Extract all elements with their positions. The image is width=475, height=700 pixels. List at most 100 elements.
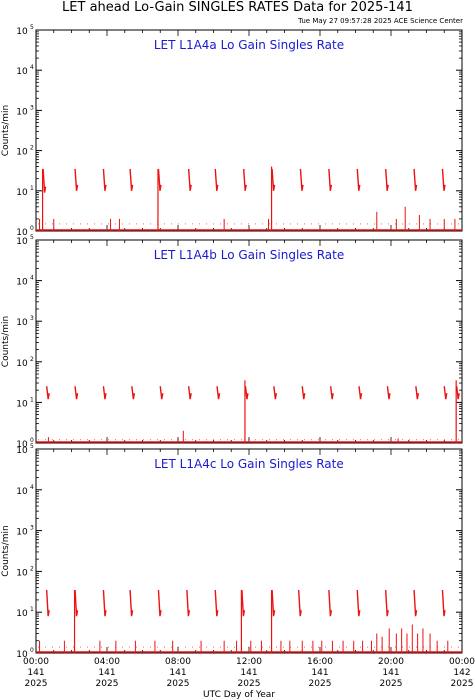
y-axis-label: Counts/min xyxy=(1,525,11,576)
x-tick-label-time: 08:00 xyxy=(165,657,191,667)
data-burst xyxy=(74,589,79,617)
y-tick-label: 10 xyxy=(16,487,28,497)
y-tick-label: 10 xyxy=(16,399,28,409)
y-tick-label: 10 xyxy=(16,568,28,578)
data-burst xyxy=(187,168,192,191)
y-tick-label: 10 xyxy=(16,609,28,619)
y-tick-label: 10 xyxy=(16,650,28,660)
x-tick-label-doy: 141 xyxy=(98,668,115,678)
data-burst xyxy=(358,386,363,400)
x-tick-label-doy: 141 xyxy=(169,668,186,678)
panel-frame xyxy=(35,448,463,654)
x-tick-label-doy: 141 xyxy=(27,668,44,678)
y-tick-label: 10 xyxy=(16,188,28,198)
y-tick-exponent: 2 xyxy=(30,356,34,363)
y-tick-exponent: 1 xyxy=(30,185,34,192)
data-burst xyxy=(74,386,79,400)
y-tick-exponent: 4 xyxy=(30,275,34,282)
x-tick-label-year: 2025 xyxy=(309,679,332,689)
panel-title: LET L1A4c Lo Gain Singles Rate xyxy=(154,457,344,471)
x-tick-label-doy: 141 xyxy=(382,668,399,678)
x-tick-label-time: 04:00 xyxy=(94,657,120,667)
data-burst xyxy=(214,168,219,191)
panel-frame xyxy=(35,29,463,232)
data-burst xyxy=(186,589,191,617)
timestamp-label: Tue May 27 09:57:28 2025 ACE Science Cen… xyxy=(298,17,463,25)
x-tick-label-year: 2025 xyxy=(96,679,119,689)
x-tick-label-year: 2025 xyxy=(380,679,403,689)
data-burst xyxy=(271,589,276,617)
data-burst xyxy=(415,386,420,400)
y-tick-exponent: 4 xyxy=(30,64,34,71)
y-axis-label: Counts/min xyxy=(1,316,11,367)
y-tick-exponent: 2 xyxy=(30,145,34,152)
y-tick-label: 10 xyxy=(16,278,28,288)
y-tick-label: 10 xyxy=(16,67,28,77)
y-tick-exponent: 3 xyxy=(30,525,34,532)
y-tick-exponent: 5 xyxy=(30,234,34,241)
x-tick-label-year: 2025 xyxy=(238,679,261,689)
y-tick-label: 10 xyxy=(16,318,28,328)
y-tick-label: 10 xyxy=(16,440,28,450)
data-burst xyxy=(157,589,162,617)
y-tick-exponent: 0 xyxy=(30,225,34,232)
data-burst xyxy=(131,386,136,400)
data-burst xyxy=(241,589,246,617)
page-title: LET ahead Lo-Gain SINGLES RATES Data for… xyxy=(62,0,413,15)
data-burst xyxy=(356,589,361,617)
panel-frame xyxy=(35,239,463,444)
data-burst xyxy=(271,168,276,191)
y-tick-label: 10 xyxy=(16,148,28,158)
data-burst xyxy=(441,168,446,191)
x-tick-label-time: 16:00 xyxy=(307,657,333,667)
y-axis-label: Counts/min xyxy=(1,105,11,156)
x-tick-label-year: 2025 xyxy=(451,679,474,689)
y-tick-label: 10 xyxy=(16,528,28,538)
data-burst xyxy=(102,168,107,191)
y-tick-label: 10 xyxy=(16,107,28,117)
data-burst xyxy=(159,386,164,400)
panel-title: LET L1A4a Lo Gain Singles Rate xyxy=(154,38,344,52)
x-axis-label: UTC Day of Year xyxy=(203,690,275,700)
y-tick-label: 10 xyxy=(16,237,28,247)
data-burst xyxy=(273,386,278,400)
data-burst xyxy=(216,386,221,400)
x-tick-label-year: 2025 xyxy=(25,679,48,689)
y-tick-exponent: 2 xyxy=(30,565,34,572)
data-burst xyxy=(45,589,50,617)
data-burst xyxy=(301,386,306,400)
y-tick-label: 10 xyxy=(16,228,28,238)
y-tick-exponent: 0 xyxy=(30,437,34,444)
data-burst xyxy=(455,386,460,400)
x-tick-label-time: 00:00 xyxy=(23,657,49,667)
x-tick-label-time: 12:00 xyxy=(236,657,262,667)
data-burst xyxy=(244,386,249,400)
data-burst xyxy=(328,168,333,191)
y-tick-label: 10 xyxy=(16,359,28,369)
x-tick-label-time: 20:00 xyxy=(378,657,404,667)
y-tick-exponent: 1 xyxy=(30,396,34,403)
data-burst xyxy=(329,386,334,400)
y-tick-label: 10 xyxy=(16,27,28,37)
data-burst xyxy=(328,589,333,617)
y-tick-exponent: 4 xyxy=(30,484,34,491)
data-burst xyxy=(129,168,134,191)
x-tick-label-doy: 141 xyxy=(240,668,257,678)
y-tick-exponent: 3 xyxy=(30,104,34,111)
data-burst xyxy=(102,386,107,400)
data-burst xyxy=(214,589,219,617)
data-burst xyxy=(42,168,47,193)
x-tick-label-doy: 141 xyxy=(311,668,328,678)
y-tick-label: 10 xyxy=(16,446,28,456)
data-burst xyxy=(386,386,391,400)
y-tick-exponent: 1 xyxy=(30,606,34,613)
data-burst xyxy=(443,386,448,400)
data-burst xyxy=(441,589,446,617)
data-burst xyxy=(45,386,50,400)
data-burst xyxy=(129,589,134,617)
y-tick-exponent: 5 xyxy=(30,443,34,450)
data-burst xyxy=(157,168,162,191)
data-burst xyxy=(356,168,361,191)
x-tick-label-time: 00:00 xyxy=(449,657,475,667)
